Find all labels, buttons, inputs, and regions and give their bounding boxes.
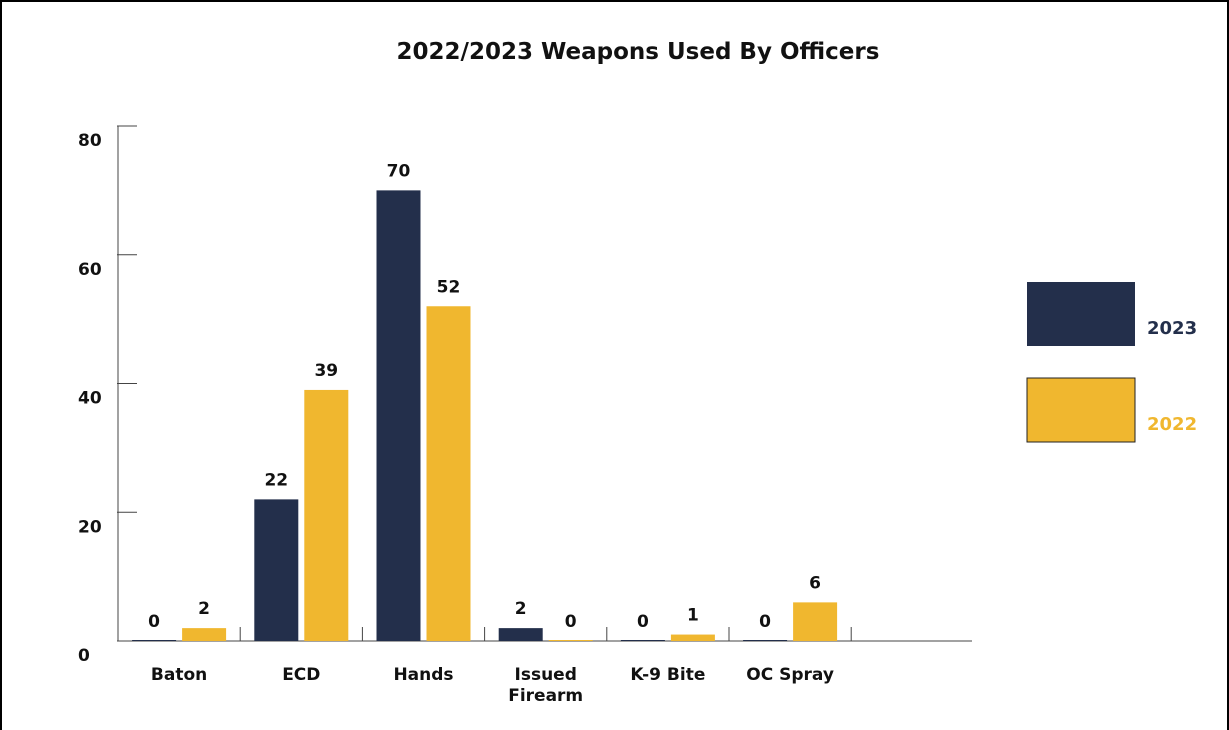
data-label: 0 bbox=[637, 612, 649, 632]
bars bbox=[132, 190, 838, 641]
data-label: 0 bbox=[148, 612, 160, 632]
data-label: 0 bbox=[565, 612, 577, 632]
data-label: 70 bbox=[387, 161, 411, 181]
data-label: 2 bbox=[515, 599, 527, 619]
data-label: 6 bbox=[809, 573, 821, 593]
y-tick-label: 40 bbox=[78, 389, 102, 409]
x-tick-label: Baton bbox=[151, 665, 207, 685]
bar-2022-baton bbox=[182, 628, 227, 641]
legend-label-2023: 2023 bbox=[1147, 318, 1197, 339]
legend: 2023 2022 bbox=[1026, 282, 1197, 443]
legend-label-2022: 2022 bbox=[1147, 414, 1197, 435]
data-label: 2 bbox=[198, 599, 210, 619]
data-label: 39 bbox=[314, 361, 338, 381]
x-tick-label: Issued Firearm bbox=[508, 665, 583, 706]
x-tick-labels: Baton ECD Hands Issued Firearm K-9 Bite OC Spr… bbox=[151, 665, 834, 706]
bar-2022-ecd bbox=[304, 389, 349, 641]
bar-2023-baton bbox=[132, 640, 177, 641]
bar-2023-issued-firearm bbox=[498, 628, 543, 641]
data-label: 1 bbox=[687, 606, 699, 626]
y-tick-label: 60 bbox=[78, 260, 102, 280]
y-tick-label: 80 bbox=[78, 131, 102, 151]
data-label: 52 bbox=[437, 277, 461, 297]
x-tick-label: K-9 Bite bbox=[630, 665, 705, 685]
bar-2023-k-9-bite bbox=[620, 640, 665, 641]
x-tick-label: Hands bbox=[393, 665, 453, 685]
x-tick-label: ECD bbox=[282, 665, 320, 685]
data-label: 22 bbox=[264, 470, 288, 490]
x-tick-label: OC Spray bbox=[746, 665, 834, 685]
y-tick-label: 20 bbox=[78, 517, 102, 537]
bar-2022-hands bbox=[426, 306, 471, 641]
chart-title: 2022/2023 Weapons Used By Officers bbox=[397, 39, 880, 65]
bar-2022-oc-spray bbox=[793, 602, 838, 641]
bar-2023-hands bbox=[376, 190, 421, 641]
bar-2022-issued-firearm bbox=[548, 640, 593, 641]
legend-swatch-2022 bbox=[1026, 377, 1136, 443]
bar-2023-ecd bbox=[254, 499, 299, 641]
data-label: 0 bbox=[759, 612, 771, 632]
legend-swatch-2023 bbox=[1027, 282, 1135, 346]
bar-2022-k-9-bite bbox=[670, 634, 715, 641]
bar-2023-oc-spray bbox=[743, 640, 788, 641]
y-tick-label: 0 bbox=[78, 646, 90, 666]
